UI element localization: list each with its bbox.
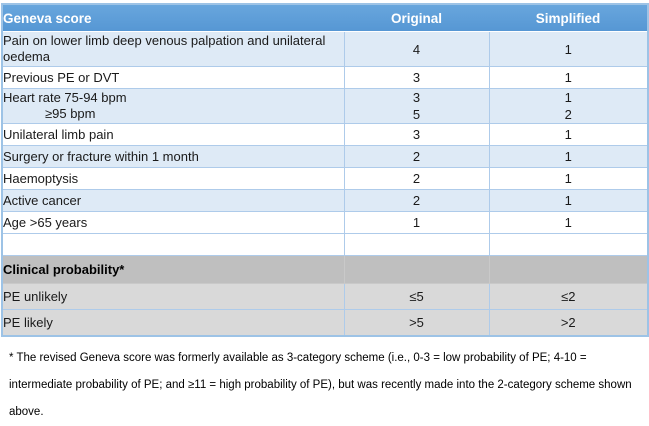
original-value: 2 [343,189,490,212]
row-label: Previous PE or DVT [1,66,345,89]
simplified-value: 1 [488,31,649,67]
original-value: 4 [343,31,490,67]
simplified-value: 1 [488,123,649,146]
original-value: 2 [343,145,490,168]
row-label: Unilateral limb pain [1,123,345,146]
table-title: Geneva score [2,4,344,32]
table-row-unilateral-pain: Unilateral limb pain 3 1 [1,123,649,146]
row-label: PE likely [1,309,345,337]
table-row-pain: Pain on lower limb deep venous palpation… [1,31,649,67]
empty-cell [343,233,490,256]
footnote-line-3: above. [9,406,44,418]
row-label: Active cancer [1,189,345,212]
simplified-value: 1 [488,66,649,89]
row-label: PE unlikely [1,283,345,310]
table-row-heart-rate: Heart rate 75-94 bpm ≥95 bpm 3 5 1 2 [1,88,649,124]
original-value: >5 [343,309,490,337]
column-header-original: Original [344,4,489,32]
row-label: Age >65 years [1,211,345,234]
heart-rate-line-2: ≥95 bpm [45,106,96,121]
table-row-age: Age >65 years 1 1 [1,211,649,234]
original-value-line-1: 3 [412,90,421,105]
simplified-value: ≤2 [488,283,649,310]
original-value: 3 5 [343,88,490,124]
footnote-line-2: intermediate probability of PE; and ≥11 … [9,379,632,391]
table-row-pe-unlikely: PE unlikely ≤5 ≤2 [1,283,649,310]
table-row-spacer [1,233,649,256]
table-row-pe-likely: PE likely >5 >2 [1,309,649,337]
column-header-simplified: Simplified [489,4,648,32]
empty-cell [343,255,490,284]
geneva-score-table: Geneva score Original Simplified Pain on… [1,3,649,337]
table-row-surgery: Surgery or fracture within 1 month 2 1 [1,145,649,168]
row-label: Pain on lower limb deep venous palpation… [1,31,345,67]
simplified-value: 1 [488,167,649,190]
row-label: Surgery or fracture within 1 month [1,145,345,168]
table-row-previous-pe: Previous PE or DVT 3 1 [1,66,649,89]
simplified-value: 1 [488,211,649,234]
table-row-haemoptysis: Haemoptysis 2 1 [1,167,649,190]
section-header-clinical-probability: Clinical probability* [1,255,649,284]
original-value: 3 [343,123,490,146]
section-title: Clinical probability* [1,255,345,284]
simplified-value-line-1: 1 [564,90,572,105]
simplified-value: 1 [488,189,649,212]
empty-cell [488,255,649,284]
original-value: ≤5 [343,283,490,310]
simplified-value-line-2: 2 [564,107,572,122]
footnote: * The revised Geneva score was formerly … [0,345,649,426]
original-value: 2 [343,167,490,190]
row-label: Haemoptysis [1,167,345,190]
row-label: Heart rate 75-94 bpm ≥95 bpm [1,88,345,124]
original-value-line-2: 5 [412,107,421,122]
simplified-value: 1 [488,145,649,168]
simplified-value: >2 [488,309,649,337]
original-value: 3 [343,66,490,89]
heart-rate-line-1: Heart rate 75-94 bpm [3,90,127,105]
table-header-row: Geneva score Original Simplified [2,4,648,32]
footnote-line-1: * The revised Geneva score was formerly … [9,352,587,364]
simplified-value: 1 2 [488,88,649,124]
table-row-active-cancer: Active cancer 2 1 [1,189,649,212]
empty-cell [1,233,345,256]
original-value: 1 [343,211,490,234]
empty-cell [488,233,649,256]
